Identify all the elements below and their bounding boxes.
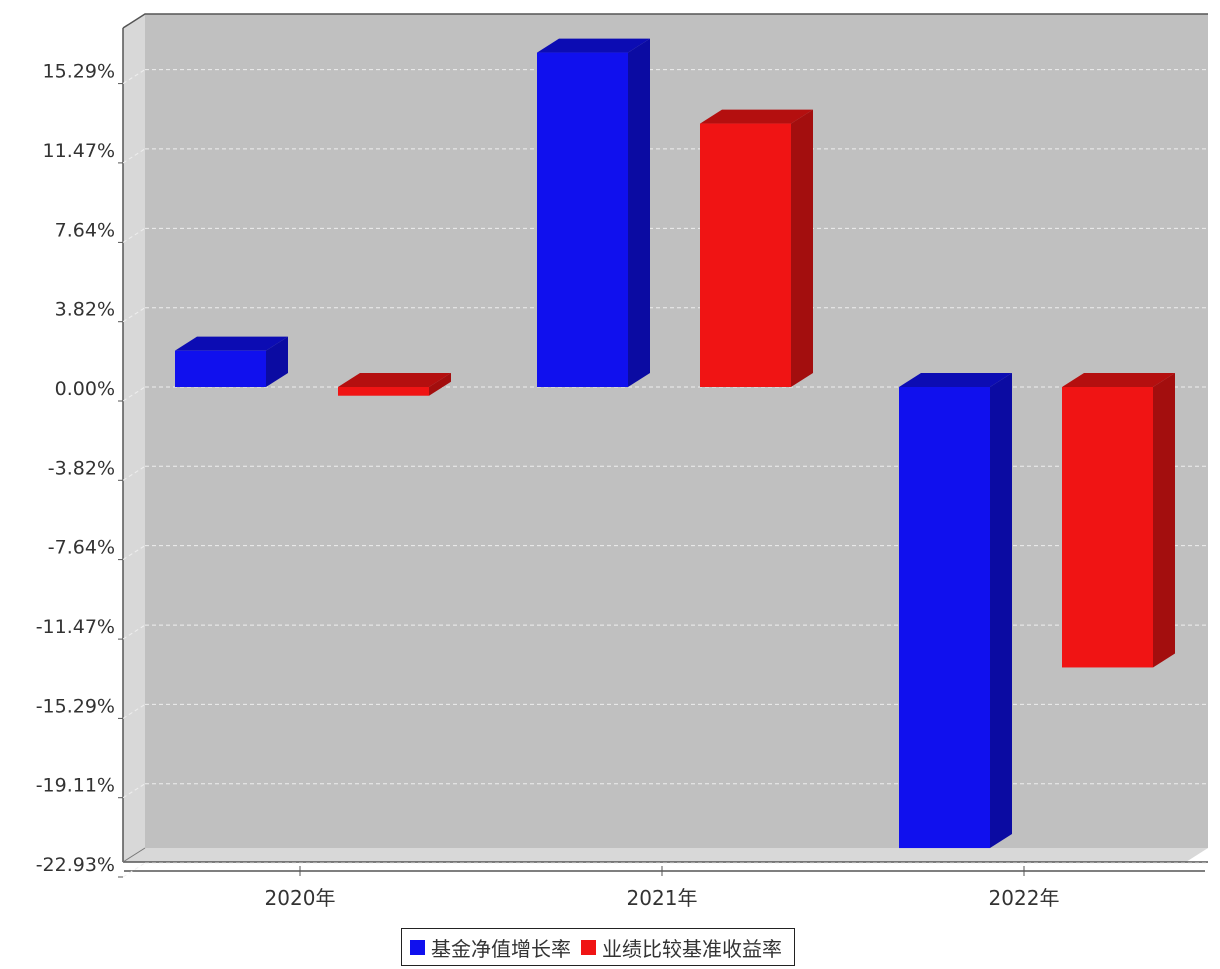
y-tick-label: -3.82% <box>48 457 115 479</box>
y-tick-label: 7.64% <box>55 219 115 241</box>
gridline-wall <box>122 703 146 719</box>
plot-floor <box>123 848 1208 862</box>
bar-side-face <box>429 373 451 396</box>
bar-benchmark-1 <box>700 109 813 388</box>
bar-fund-1 <box>537 38 650 388</box>
x-tick-label: 2021年 <box>627 886 698 910</box>
bar-front-face <box>338 387 429 396</box>
x-axis-ticks: 2020年 2021年 2022年 <box>265 866 1060 910</box>
y-tick-label: -11.47% <box>36 616 115 638</box>
bar-front-face <box>1062 387 1153 668</box>
bars <box>175 38 1175 849</box>
y-tick-label: -19.11% <box>36 775 115 797</box>
bar-front-face <box>175 350 266 387</box>
plot-top-edge <box>122 13 1208 29</box>
bar-top-face <box>899 373 1012 387</box>
bar-side-face <box>1153 373 1175 668</box>
gridline-wall <box>122 69 146 85</box>
legend-label-series-1: 业绩比较基准收益率 <box>602 936 782 961</box>
plot-frame <box>122 13 1208 872</box>
legend-label-series-0: 基金净值增长率 <box>431 936 571 961</box>
x-tick-label: 2020年 <box>265 886 336 910</box>
gridline-wall <box>122 227 146 243</box>
bar-top-face <box>537 38 650 53</box>
y-tick-label: -15.29% <box>36 695 115 717</box>
legend-item-series-1: 业绩比较基准收益率 <box>581 933 782 962</box>
y-tick-label: -7.64% <box>48 537 115 559</box>
y-tick-label: -22.93% <box>36 854 115 876</box>
legend-swatch-series-1 <box>581 939 596 955</box>
gridline-wall <box>122 624 146 640</box>
plot-left-wall <box>123 14 145 862</box>
bar-top-face <box>338 373 451 387</box>
bar-fund-0 <box>175 336 288 387</box>
bar-front-face <box>899 387 990 849</box>
bar-top-face <box>1062 373 1175 387</box>
x-tick-label: 2022年 <box>989 886 1060 910</box>
bar-benchmark-0 <box>338 373 451 396</box>
gridline-wall <box>122 386 146 402</box>
bar-top-face <box>175 336 288 351</box>
legend-swatch-series-0 <box>410 939 425 955</box>
y-tick-label: 11.47% <box>43 140 115 162</box>
y-tick-label: 3.82% <box>55 299 115 321</box>
gridline-wall <box>122 465 146 481</box>
y-axis-ticks: 15.29% 11.47% 7.64% 3.82% 0.00% -3.82% -7.64% -… <box>36 61 123 878</box>
gridline-wall <box>122 862 146 878</box>
bar-front-face <box>537 52 628 388</box>
bar-fund-2 <box>899 373 1012 849</box>
plot-back-wall <box>145 14 1208 848</box>
bar-side-face <box>628 38 650 388</box>
gridline-wall <box>122 545 146 561</box>
bar-side-face <box>791 109 813 388</box>
bar-benchmark-2 <box>1062 373 1175 668</box>
bar-top-face <box>700 109 813 124</box>
gridlines <box>122 69 1208 878</box>
gridline-wall <box>122 783 146 799</box>
gridline-wall <box>122 148 146 164</box>
plot-corner-edge <box>122 847 146 863</box>
legend-item-series-0: 基金净值增长率 <box>410 933 571 962</box>
y-tick-label: 15.29% <box>43 61 115 83</box>
y-tick-label: 0.00% <box>55 378 115 400</box>
gridline-wall <box>122 307 146 323</box>
bar-side-face <box>266 336 288 387</box>
bar-side-face <box>990 373 1012 849</box>
legend: 基金净值增长率 业绩比较基准收益率 <box>401 928 795 966</box>
bar-front-face <box>700 123 791 388</box>
